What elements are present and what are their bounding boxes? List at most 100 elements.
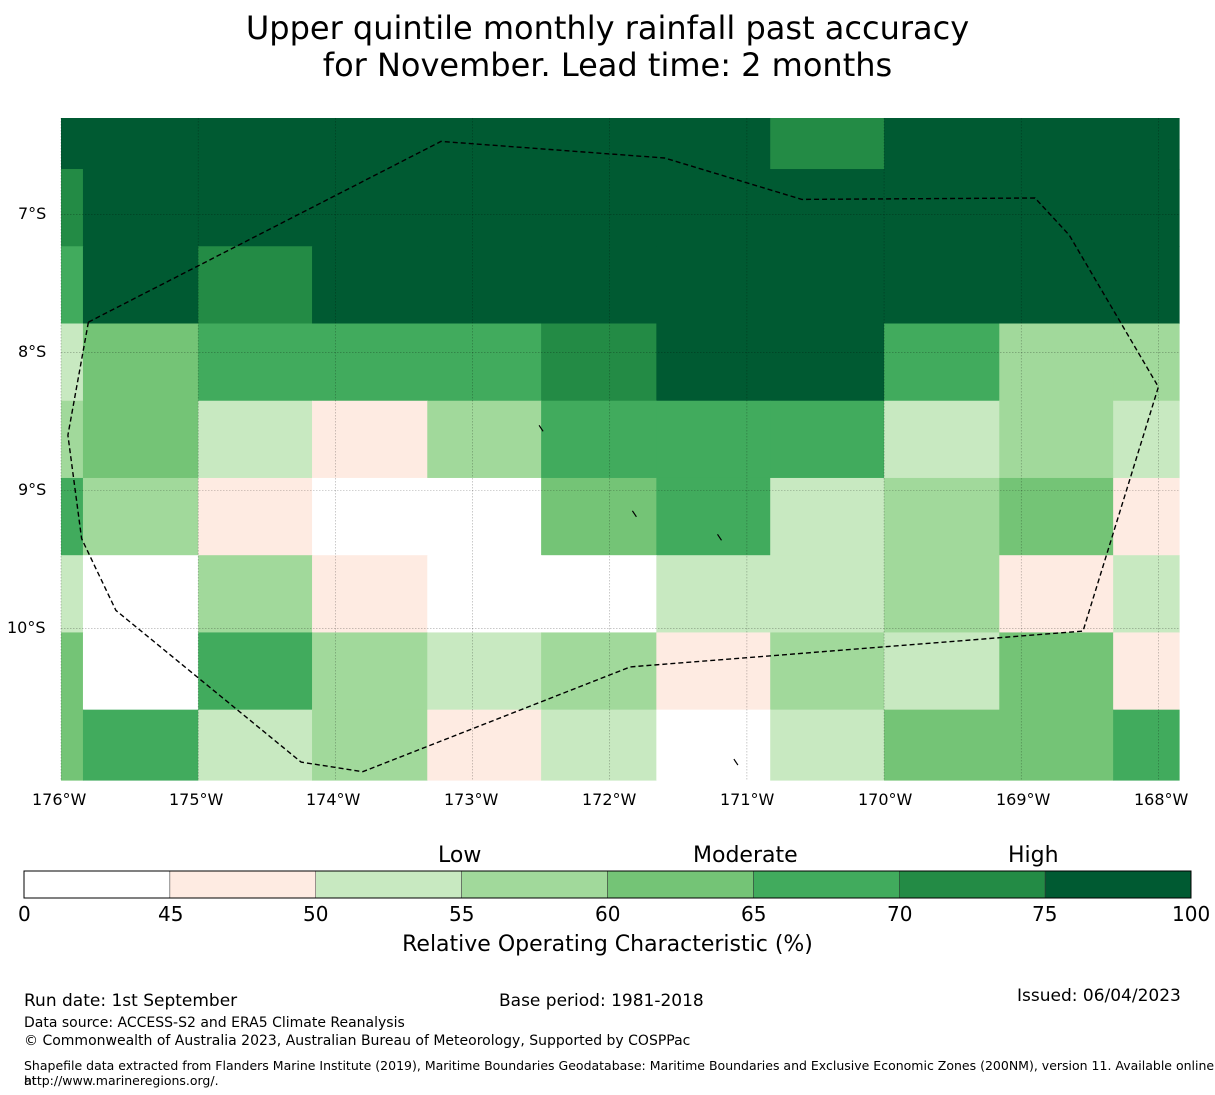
issued-date: Issued: 06/04/2023 xyxy=(1017,986,1181,1006)
colorbar-swatch xyxy=(169,870,317,899)
x-tick-label: 170°W xyxy=(858,790,913,809)
heatmap-cell xyxy=(884,246,1000,325)
island-mark xyxy=(631,510,637,518)
x-tick-label: 171°W xyxy=(720,790,775,809)
heatmap-cell xyxy=(312,632,428,711)
colorbar-tick-label: 60 xyxy=(595,902,621,926)
heatmap-cell xyxy=(884,169,1000,247)
y-tick-label: 7°S xyxy=(18,204,47,223)
x-tick-label: 172°W xyxy=(582,790,637,809)
heatmap-cell xyxy=(198,246,313,325)
heatmap-cell xyxy=(312,323,428,402)
heatmap-cell xyxy=(198,709,313,781)
heatmap-cell xyxy=(1113,169,1180,247)
heatmap-cell xyxy=(541,118,657,170)
heatmap-cell xyxy=(999,323,1114,402)
colorbar-swatch xyxy=(607,870,754,899)
heatmap-cell xyxy=(61,632,84,711)
colorbar-tick-label: 50 xyxy=(303,902,329,926)
heatmap-cell xyxy=(427,400,542,479)
heatmap-cell xyxy=(61,323,84,402)
heatmap-cell xyxy=(656,709,771,781)
heatmap-cell xyxy=(884,555,1000,634)
y-tick-label: 9°S xyxy=(18,480,47,499)
heatmap-cell xyxy=(1113,118,1180,170)
heatmap-cell xyxy=(82,400,199,479)
heatmap-cell xyxy=(541,323,657,402)
heatmap-cell xyxy=(656,400,771,479)
heatmap-cell xyxy=(884,632,1000,711)
heatmap-cell xyxy=(770,246,885,325)
chart-title-line1: Upper quintile monthly rainfall past acc… xyxy=(245,9,970,47)
colorbar-swatch xyxy=(899,870,1046,899)
heatmap-cell xyxy=(82,709,199,781)
heatmap-cell xyxy=(198,632,313,711)
colorbar-tick-label: 100 xyxy=(1172,902,1211,926)
heatmap-cell xyxy=(82,323,199,402)
shapefile-credit-line1: Shapefile data extracted from Flanders M… xyxy=(24,1058,1215,1088)
colorbar-tick-label: 70 xyxy=(887,902,913,926)
heatmap-cell xyxy=(541,169,657,247)
heatmap-cell xyxy=(427,169,542,247)
heatmap-cell xyxy=(656,246,771,325)
colorbar-swatch xyxy=(753,870,900,899)
heatmap-cell xyxy=(198,118,313,170)
heatmap-cell xyxy=(427,709,542,781)
x-tick-label: 168°W xyxy=(1134,790,1189,809)
heatmap-cell xyxy=(198,477,313,556)
heatmap-cell xyxy=(884,477,1000,556)
heatmap-cell xyxy=(770,709,885,781)
colorbar xyxy=(23,870,1192,899)
heatmap-cell xyxy=(656,169,771,247)
heatmap-cell xyxy=(198,400,313,479)
colorbar-axis-label: Relative Operating Characteristic (%) xyxy=(402,932,813,957)
heatmap-cell xyxy=(656,632,771,711)
run-date: Run date: 1st September xyxy=(24,991,238,1011)
heatmap-cell xyxy=(82,169,199,247)
heatmap-cell xyxy=(999,709,1114,781)
graticule xyxy=(60,118,1179,780)
colorbar-tick-label: 0 xyxy=(18,902,31,926)
heatmap-cell xyxy=(1113,555,1180,634)
data-source: Data source: ACCESS-S2 and ERA5 Climate … xyxy=(24,1015,405,1031)
heatmap-cell xyxy=(999,400,1114,479)
heatmap-cell xyxy=(541,555,657,634)
heatmap-cell xyxy=(61,169,84,247)
heatmap-cell xyxy=(1113,709,1180,781)
copyright-notice: © Commonwealth of Australia 2023, Austra… xyxy=(24,1033,691,1049)
colorbar-frame xyxy=(23,870,1192,899)
x-tick-label: 176°W xyxy=(32,790,87,809)
y-tick-label: 10°S xyxy=(7,618,46,637)
heatmap-cell xyxy=(884,323,1000,402)
heatmap-cell xyxy=(427,555,542,634)
heatmap-cell xyxy=(61,118,84,170)
heatmap-cell xyxy=(541,246,657,325)
heatmap-cell xyxy=(999,118,1114,170)
shapefile-credit-line2: http://www.marineregions.org/. xyxy=(24,1073,219,1088)
heatmap-cell xyxy=(82,118,199,170)
heatmap-cell xyxy=(427,118,542,170)
heatmap-cell xyxy=(541,477,657,556)
heatmap-cell xyxy=(999,632,1114,711)
heatmap-cells xyxy=(61,118,1180,781)
heatmap-cell xyxy=(770,169,885,247)
heatmap-cell xyxy=(312,709,428,781)
heatmap-cell xyxy=(770,118,885,170)
heatmap-cell xyxy=(999,169,1114,247)
heatmap-cell xyxy=(427,323,542,402)
heatmap-cell xyxy=(312,118,428,170)
heatmap-cell xyxy=(999,477,1114,556)
colorbar-tick-label: 45 xyxy=(158,902,184,926)
colorbar-swatch xyxy=(23,870,171,899)
heatmap-cell xyxy=(770,477,885,556)
heatmap-cell xyxy=(541,632,657,711)
heatmap-cell xyxy=(82,632,199,711)
x-tick-label: 169°W xyxy=(996,790,1051,809)
heatmap-cell xyxy=(1113,400,1180,479)
heatmap-cell xyxy=(999,246,1114,325)
heatmap-cell xyxy=(999,555,1114,634)
heatmap-cell xyxy=(656,555,771,634)
heatmap-cell xyxy=(541,400,657,479)
x-tick-label: 175°W xyxy=(169,790,224,809)
heatmap-cell xyxy=(82,246,199,325)
